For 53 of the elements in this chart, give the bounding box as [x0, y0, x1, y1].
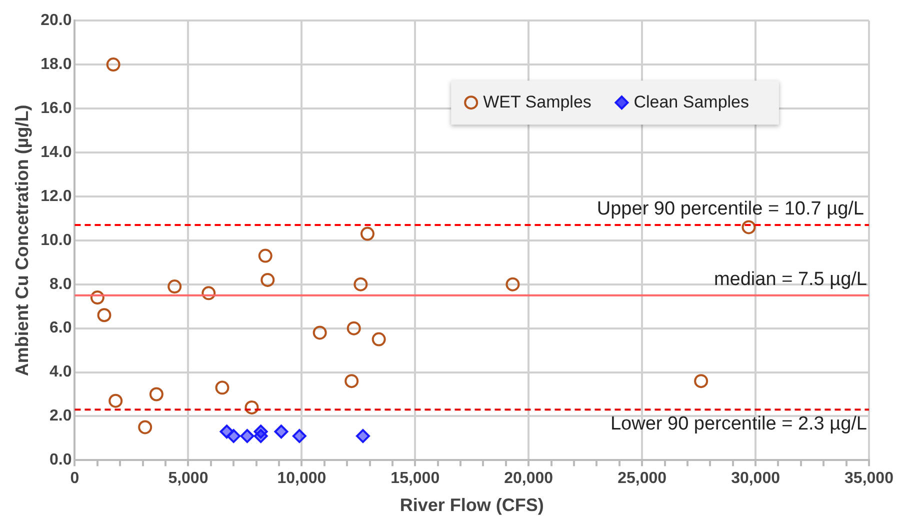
point: [254, 429, 268, 444]
point: [346, 321, 361, 336]
x-tick-label: 10,000: [277, 470, 326, 488]
x-tick-label: 5,000: [168, 470, 208, 488]
point: [506, 277, 520, 292]
y-tick-label: 16.0: [40, 100, 72, 117]
x-tick-label: 25,000: [618, 470, 667, 488]
ref-line-label: median = 7.5 µg/L: [714, 269, 867, 290]
y-tick-label: 4.0: [49, 364, 72, 381]
y-tick-label: 20.0: [40, 12, 72, 30]
point: [215, 380, 230, 395]
y-axis-title: Ambient Cu Concetration (µg/L): [12, 104, 32, 376]
x-tick-label: 15,000: [390, 470, 440, 488]
point: [694, 374, 708, 388]
y-tick-label: 8.0: [49, 276, 72, 293]
x-axis-title: River Flow (CFS): [400, 495, 544, 516]
x-tick-label: 35,000: [844, 470, 894, 488]
ref-line-label: Lower 90 percentile = 2.3 µg/L: [610, 413, 867, 434]
x-tick-label: 20,000: [504, 470, 554, 488]
y-tick-label: 14.0: [40, 144, 72, 161]
point: [202, 286, 216, 300]
y-tick-label: 6.0: [49, 320, 72, 337]
point: [312, 326, 327, 340]
x-tick-label: 0: [70, 470, 80, 488]
legend-label: Clean Samples: [634, 92, 749, 112]
point: [274, 424, 288, 439]
point: [244, 400, 259, 414]
point: [360, 226, 374, 241]
point: [742, 220, 756, 234]
point: [240, 429, 254, 444]
point: [168, 280, 182, 294]
y-tick-label: 10.0: [40, 232, 72, 249]
point: [149, 387, 164, 402]
point: [226, 429, 241, 444]
point: [372, 332, 386, 346]
point: [90, 290, 104, 305]
y-tick-label: 18.0: [40, 56, 72, 73]
ref-line-label: Upper 90 percentile = 10.7 µg/L: [596, 198, 864, 220]
y-tick-label: 0.0: [49, 452, 72, 469]
point: [97, 308, 112, 322]
y-tick-label: 12.0: [40, 188, 72, 205]
point: [344, 374, 359, 388]
x-tick-label: 30,000: [731, 470, 780, 488]
y-tick-label: 2.0: [49, 408, 72, 425]
point: [106, 58, 120, 72]
legend-label: WET Samples: [483, 92, 592, 112]
point: [356, 429, 370, 444]
point: [292, 429, 306, 444]
point: [108, 394, 123, 408]
point: [354, 277, 368, 292]
point: [138, 420, 152, 434]
point: [258, 248, 272, 263]
point: [260, 272, 275, 287]
